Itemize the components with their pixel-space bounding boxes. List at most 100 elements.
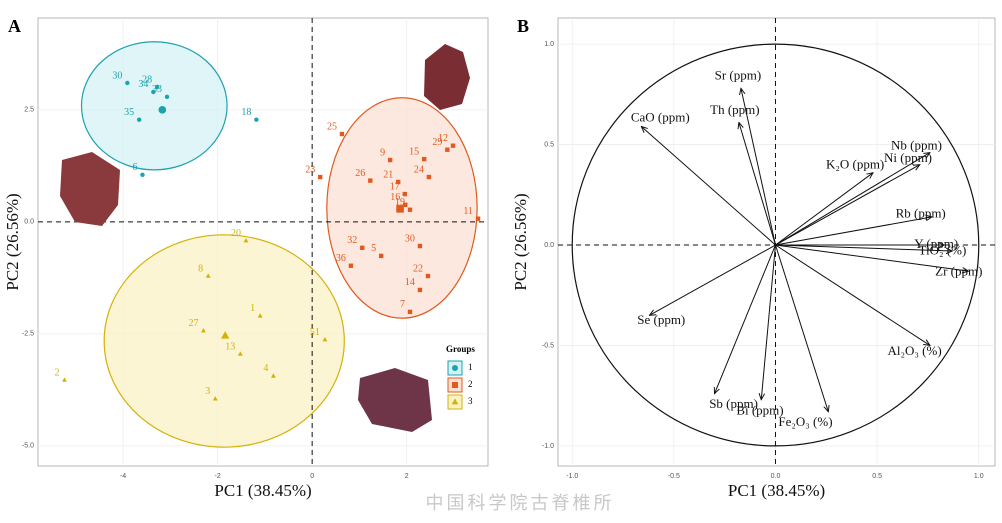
loading-arrow [739,122,776,246]
point [140,172,145,177]
point [348,263,354,268]
point [417,287,423,293]
point [254,117,259,122]
rock-photo [424,44,470,110]
point [125,80,130,86]
y-tick-label: 1.0 [544,41,554,48]
point-label: 7 [400,299,405,310]
point [322,337,328,342]
loading-arrow [775,173,873,246]
loading-arrow [715,244,776,394]
point [317,174,323,180]
loading-arrow [649,244,776,315]
centroid [158,106,167,114]
point [154,84,160,90]
x-tick-label: -2 [215,473,221,480]
legend-marker [452,382,458,388]
y-tick-label: -2.5 [22,331,34,338]
point-label: 20 [231,228,241,239]
loading-arrow [761,244,776,400]
x-tick-label: 0.0 [771,473,781,480]
loading-arrow [741,88,776,246]
x-tick-label: 0.5 [872,473,882,480]
legend-marker [452,365,458,371]
y-axis-label: PC2 (26.56%) [511,193,530,290]
x-tick-label: 0 [310,473,314,480]
variable-label: Al₂O₃ (%) [887,343,941,358]
point [445,147,450,152]
x-tick-label: -1.0 [566,473,578,480]
point [426,174,432,180]
point-label: 36 [336,253,346,264]
point [450,143,456,148]
variable-label: Y (ppm) [914,236,958,251]
point [368,178,373,183]
variable-label: Nb (ppm) [891,137,942,152]
point [387,157,393,163]
point-label: 1 [250,303,255,314]
point [475,216,481,221]
point [378,253,384,259]
point [136,117,142,122]
point [407,207,413,212]
variable-label: Bi (ppm) [736,403,783,418]
point [237,351,243,356]
point-label: 16 [390,192,400,203]
point [257,313,263,318]
point-label: 22 [413,263,423,274]
panel-label: B [517,16,529,36]
loading-arrow [775,153,929,246]
point-label: 32 [347,235,357,246]
x-tick-label: -0.5 [668,473,680,480]
point-label: 4 [263,363,268,374]
point [205,273,211,278]
y-tick-label: -5.0 [22,443,34,450]
variable-label: TiO₂ (%) [919,242,967,257]
variable-label: Rb (ppm) [896,206,946,221]
point-label: 8 [198,263,203,274]
point-label: 24 [414,164,424,175]
y-tick-label: -0.5 [542,342,554,349]
variable-label: Zr (ppm) [935,264,982,279]
loading-arrow [775,165,919,246]
plots: -4 -2 0 2 -5.0 -2.5 0.0 2.5 PC1 (38.45%) PC2 (26.… [3,17,996,500]
point-label: 2 [54,367,59,378]
watermark: 中国科学院古脊椎所 [426,493,615,513]
x-axis-label: PC1 (38.45%) [728,481,825,500]
rock-photos [60,44,470,432]
legend-label: 1 [468,362,473,372]
loading-arrow [775,244,929,345]
variable-label: Ni (ppm) [884,150,932,165]
loading-arrow [775,217,932,246]
x-tick-label: 1.0 [974,473,984,480]
loading-arrow [775,244,968,271]
variable-label: Sr (ppm) [715,68,762,83]
point [339,131,345,137]
y-axis-label: PC2 (26.56%) [3,193,22,290]
point [62,377,67,382]
point-label: 30 [405,233,415,244]
point-label: 23 [305,164,315,175]
loading-arrow [775,244,952,251]
point [395,179,401,185]
point-label: 15 [409,146,419,157]
point-label: 21 [383,169,393,180]
point-label: 9 [380,147,385,158]
correlation-circle [571,43,980,447]
point-label: 25 [327,121,337,132]
point [243,238,249,243]
rock-photo [358,368,432,432]
legend-title: Groups [446,344,475,354]
loading-arrow [775,244,828,412]
point [421,156,427,162]
y-tick-label: 0.0 [24,219,34,226]
variable-label: Sb (ppm) [709,396,758,411]
x-axis-label: PC1 (38.45%) [214,481,311,500]
confidence-ellipse [80,41,228,171]
point-label: 11 [463,206,473,217]
point [402,191,408,197]
point [201,328,206,333]
y-tick-label: 0.5 [544,141,554,148]
point-label: 18 [241,107,251,118]
